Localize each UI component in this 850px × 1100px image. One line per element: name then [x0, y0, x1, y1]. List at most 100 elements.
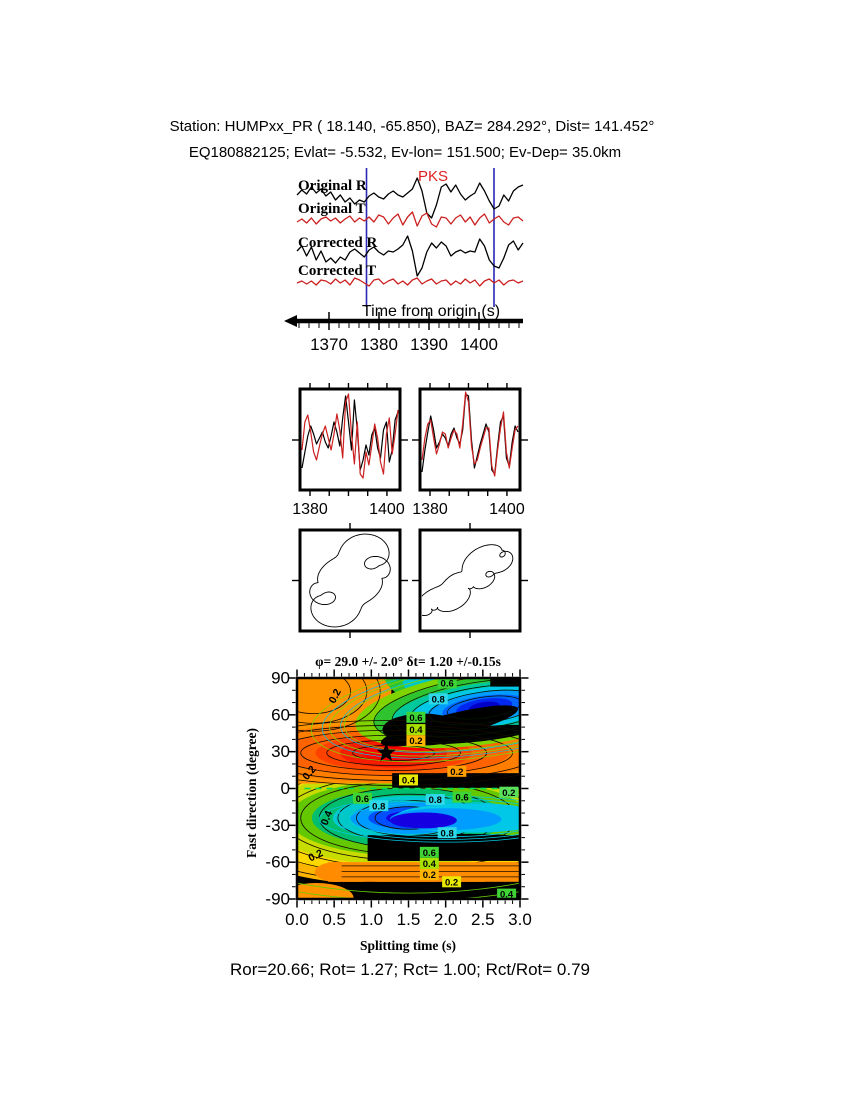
contour-x-tick-label: 2.5	[471, 910, 495, 929]
contour-band	[310, 678, 520, 763]
contour-label: 0.4	[423, 859, 437, 870]
trace-label: Original T	[298, 201, 366, 217]
contour-label: 0.4	[409, 725, 423, 736]
contour-ylabel: Fast direction (degree)	[244, 728, 259, 858]
particle-motion-path	[422, 544, 514, 617]
window-waveform	[301, 393, 399, 479]
contour-x-tick-label: 2.0	[434, 910, 458, 929]
window-panel	[421, 391, 519, 477]
contour-band	[297, 724, 520, 781]
contour-x-tick-label: 0.5	[322, 910, 346, 929]
contour-region	[392, 773, 520, 788]
contour-band	[321, 678, 520, 759]
trace-corrected-r	[296, 235, 524, 277]
axis-left-arrow	[284, 315, 297, 327]
trace-original-t	[296, 211, 524, 228]
trace-label: Corrected R	[298, 235, 377, 251]
window-panel	[301, 393, 399, 479]
contour-label: 0.6	[441, 679, 454, 690]
contour-band	[297, 882, 520, 894]
contour-band	[326, 739, 461, 767]
panel-tick-label: 1400	[489, 501, 525, 518]
contour-label-box	[419, 868, 439, 880]
contour-xlabel: Splitting time (s)	[360, 938, 456, 953]
contour-x-tick-label: 1.5	[397, 910, 421, 929]
contour-band	[333, 798, 520, 840]
contour-band	[447, 695, 520, 720]
contour-band	[373, 678, 520, 743]
measures-line: Ror=20.66; Rot= 1.27; Rct= 1.00; Rct/Rot…	[230, 960, 590, 979]
contour-band	[391, 678, 520, 737]
window-waveform	[421, 393, 519, 475]
contour-band	[343, 678, 520, 752]
time-tick-label: 1370	[310, 335, 348, 354]
contour-label: 0.2	[423, 870, 436, 881]
window-comparison-panels: 1380 1400 1380 1400	[292, 383, 528, 518]
contour-y-tick-label: -30	[265, 816, 290, 835]
contour-label: 0.6	[455, 793, 468, 804]
contour-band	[386, 833, 520, 854]
panel-frame	[298, 387, 402, 492]
contour-label-box	[428, 693, 448, 705]
contour-frame	[295, 676, 522, 901]
figure-subtitle: EQ180882125; Evlat= -5.532, Ev-lon= 151.…	[189, 144, 621, 161]
contour-label-box	[352, 792, 372, 804]
contour-label: 0.8	[429, 795, 442, 806]
contour-band	[314, 862, 357, 882]
panel-frame	[418, 528, 522, 633]
contour-label: 0.6	[409, 713, 422, 724]
contour-band	[329, 678, 520, 757]
time-axis-label: Time from origin (s)	[362, 303, 500, 320]
contour-band	[340, 678, 520, 753]
contour-label: 0.2	[450, 767, 463, 778]
contour-band	[428, 689, 520, 726]
contour-label-box	[452, 791, 472, 803]
contour-region	[490, 678, 520, 687]
contour-label-box	[447, 765, 467, 777]
contour-y-tick-label: -60	[265, 853, 290, 872]
contour-band	[300, 734, 487, 771]
contour-label-rotated: 0.4	[319, 809, 336, 827]
contour-y-tick-label: 60	[271, 705, 290, 724]
contour-label: 0.8	[372, 801, 385, 812]
particle-motion-panels	[292, 523, 528, 638]
contour-label: 0.6	[356, 794, 369, 805]
seismogram-traces: Original R Original T Corrected R Corrected…	[296, 168, 524, 307]
time-tick-label: 1390	[410, 335, 448, 354]
contour-label-box	[406, 724, 426, 736]
contour-band	[297, 678, 368, 724]
contour-band	[362, 743, 425, 763]
time-tick-label: 1400	[460, 335, 498, 354]
window-waveform	[301, 395, 399, 471]
particle-motion-panel	[309, 533, 391, 628]
contour-band	[297, 883, 354, 899]
outer-arcs	[297, 882, 520, 899]
contour-label-box	[406, 735, 426, 747]
contour-field: 0.60.80.60.40.20.20.40.60.80.8 0.6 0.20.80…	[297, 678, 520, 901]
contour-band	[297, 678, 351, 714]
contour-label: 0.4	[402, 776, 416, 787]
contour-label: 0.4	[500, 890, 514, 901]
contour-label: 0.8	[441, 828, 454, 839]
contour-label-box	[425, 794, 445, 806]
contour-label-box	[499, 786, 519, 798]
contour-x-tick-label: 1.0	[360, 910, 384, 929]
particle-motion-path	[309, 533, 391, 628]
best-fit-star	[376, 742, 396, 761]
contour-label-box	[437, 678, 457, 689]
contour-label-box	[497, 888, 517, 899]
contour-band	[297, 678, 381, 732]
particle-motion-panel	[422, 544, 514, 617]
splitting-contour-plot: φ= 29.0 +/- 2.0° δt= 1.20 +/-0.15s Split…	[244, 654, 532, 953]
contour-label: 0.6	[423, 848, 436, 859]
panel-frame	[298, 528, 402, 633]
panel-frame	[418, 387, 522, 492]
contour-label-box	[399, 774, 418, 786]
time-axis: Time from origin (s) 1370 1380 1390 1400	[284, 303, 523, 354]
panel-tick-label: 1400	[369, 501, 405, 518]
phase-label: PKS	[418, 168, 448, 185]
contour-region	[297, 881, 520, 899]
contour-y-tick-label: 30	[271, 742, 290, 761]
contour-y-tick-label: 90	[271, 669, 290, 688]
contour-label-box	[437, 827, 457, 839]
